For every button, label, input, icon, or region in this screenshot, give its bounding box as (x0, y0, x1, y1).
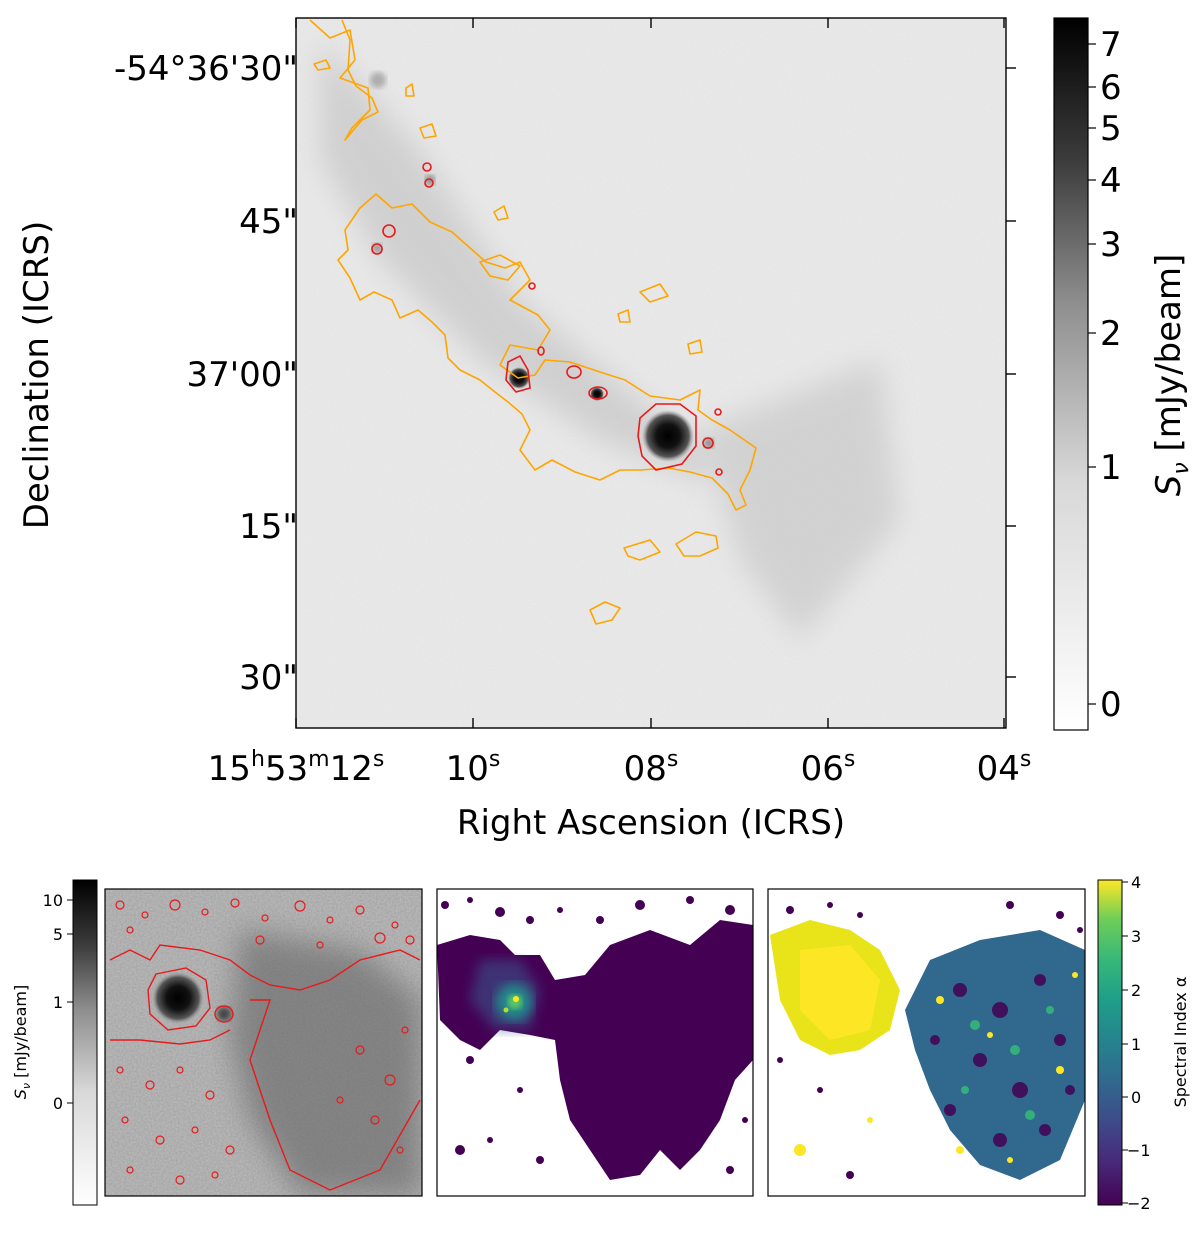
colorbar-tick: 7 (1100, 25, 1122, 65)
dec-tick: -54°36'30" (114, 49, 298, 89)
dec-tick: 15" (239, 507, 298, 547)
bottom-left-colorbar: 10 5 1 0 Sν [mJy/beam] (11, 879, 98, 1206)
orange-contours (309, 19, 757, 625)
dec-tick-labels: -54°36'30" 45" 37'00" 15" 30" (114, 49, 298, 698)
colorbar-tick: 5 (1100, 109, 1122, 149)
colorbar-tick: 3 (1100, 225, 1122, 265)
ra-tick: 15h53m12s (208, 747, 385, 789)
colorbar-tick: 4 (1100, 161, 1122, 201)
colorbar-tick: 3 (1131, 927, 1141, 946)
x-axis-label: Right Ascension (ICRS) (457, 803, 845, 843)
red-contours (371, 162, 723, 476)
dec-tick: 45" (239, 202, 298, 242)
colorbar-tick: 0 (53, 1094, 63, 1113)
dec-tick: 30" (239, 658, 298, 698)
dec-tick: 37'00" (186, 355, 298, 395)
bottom-panel-intensity (436, 888, 754, 1197)
ra-tick-labels: 15h53m12s 10s 08s 06s 04s (208, 747, 1032, 789)
ra-tick: 04s (977, 747, 1032, 789)
colorbar-tick: 2 (1100, 314, 1122, 354)
main-image-panel (295, 17, 1007, 729)
bright-source (642, 410, 694, 462)
colorbar-label: Sν [mJy/beam] (1149, 254, 1194, 496)
colorbar-label: Sν [mJy/beam] (11, 985, 33, 1099)
colorbar-tick: 5 (53, 925, 63, 944)
main-ticks (295, 18, 1016, 728)
colorbar-tick: 1 (1100, 448, 1122, 488)
colorbar-tick: 0 (1100, 685, 1122, 725)
colorbar-label: Spectral Index α (1171, 977, 1190, 1108)
ra-tick: 06s (801, 747, 856, 789)
colorbar-tick: 2 (1131, 981, 1141, 1000)
ra-tick: 10s (446, 747, 501, 789)
bottom-right-colorbar: 4 3 2 1 0 −1 −2 Spectral Index α (1097, 873, 1190, 1213)
bottom-panel-grayscale (104, 888, 423, 1197)
colorbar-tick: 0 (1131, 1088, 1141, 1107)
y-axis-label: Declination (ICRS) (17, 221, 57, 530)
colorbar-tick: 10 (43, 891, 63, 910)
bottom-panel-spectral-index (767, 888, 1086, 1197)
colorbar-tick: 1 (53, 993, 63, 1012)
colorbar-tick: 6 (1100, 68, 1122, 108)
colorbar-tick: −1 (1127, 1141, 1151, 1160)
main-colorbar: 7 6 5 4 3 2 1 0 Sν [mJy/beam] (1053, 17, 1194, 731)
colorbar-tick: 1 (1131, 1035, 1141, 1054)
ra-tick: 08s (624, 747, 679, 789)
colorbar-tick: 4 (1131, 873, 1141, 892)
colorbar-tick: −2 (1127, 1194, 1151, 1213)
